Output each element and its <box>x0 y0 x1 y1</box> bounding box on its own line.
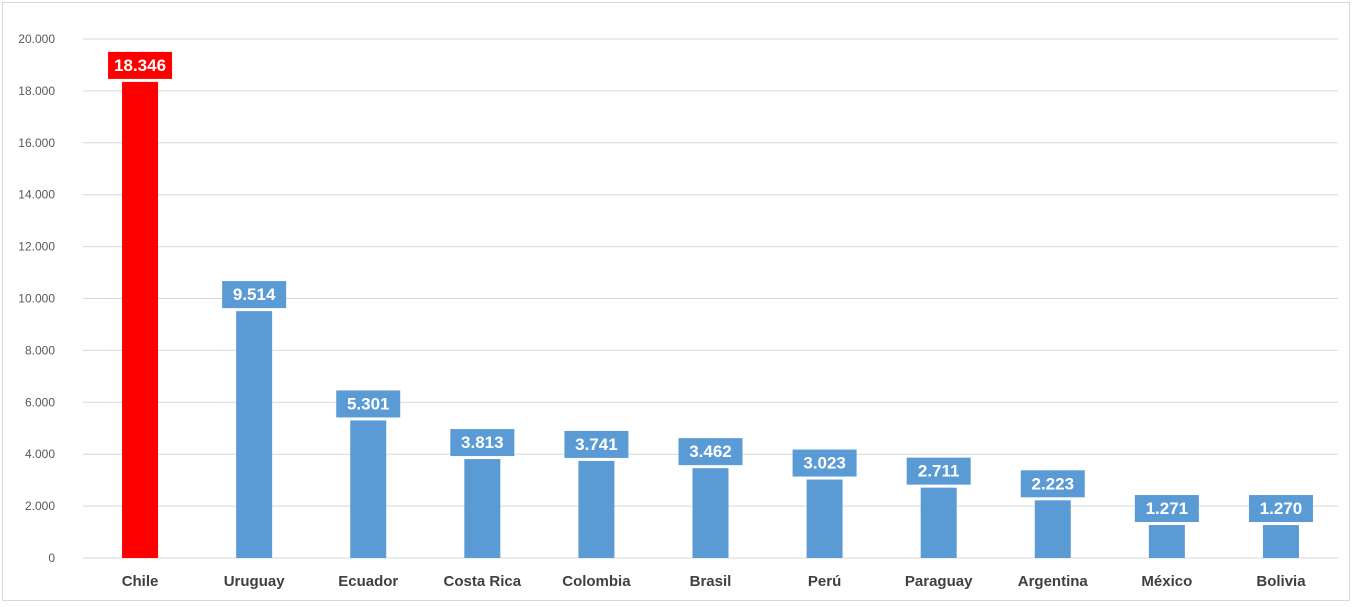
x-category-label: Brasil <box>690 573 732 590</box>
x-category-label: Uruguay <box>224 573 286 590</box>
bar-costa-rica <box>464 459 501 558</box>
data-label: 9.514 <box>233 285 276 304</box>
data-label: 2.711 <box>918 462 960 481</box>
data-label-box <box>1134 495 1199 523</box>
y-tick-label: 14.000 <box>18 188 55 202</box>
bar-uruguay <box>236 311 273 558</box>
data-label-box <box>108 51 173 79</box>
bar-perú <box>806 479 843 558</box>
bar-brasil <box>692 468 729 558</box>
y-tick-label: 10.000 <box>18 292 55 306</box>
data-label: 1.271 <box>1146 499 1189 518</box>
bars <box>122 81 1299 559</box>
data-label-box <box>1248 495 1313 523</box>
data-label: 2.223 <box>1031 474 1074 493</box>
data-label-box <box>336 390 401 418</box>
bar-ecuador <box>350 420 387 558</box>
data-label-box <box>792 449 857 477</box>
data-label-box <box>678 438 743 466</box>
data-label: 3.023 <box>803 454 846 473</box>
y-axis-tick-labels: 0 2.000 4.000 6.000 8.000 10.000 12.000 14.000 1… <box>18 32 55 565</box>
y-tick-label: 8.000 <box>25 343 55 357</box>
x-axis-category-labels: Chile Uruguay Ecuador Costa Rica Colombia Bra… <box>122 573 1306 590</box>
data-label: 3.741 <box>575 435 618 454</box>
data-label: 3.813 <box>461 433 504 452</box>
data-label: 3.462 <box>689 442 732 461</box>
bar-chart: 0 2.000 4.000 6.000 8.000 10.000 12.000 14.000 1… <box>18 32 1338 590</box>
y-tick-label: 16.000 <box>18 136 55 150</box>
data-label-box <box>564 430 629 458</box>
bar-chile <box>122 81 159 559</box>
y-tick-label: 4.000 <box>25 447 55 461</box>
data-label: 18.346 <box>114 56 166 75</box>
x-category-label: Ecuador <box>338 573 398 590</box>
x-category-label: Chile <box>122 573 159 590</box>
y-tick-label: 6.000 <box>25 395 55 409</box>
x-category-label: México <box>1141 573 1192 590</box>
data-label-box <box>222 281 287 309</box>
data-label: 5.301 <box>347 394 390 413</box>
bar-argentina <box>1034 500 1071 558</box>
data-labels: 18.346 9.514 5.301 3.813 3.741 3.462 3.023 2.71… <box>108 51 1313 523</box>
y-tick-label: 2.000 <box>25 499 55 513</box>
data-label-box <box>1020 470 1085 498</box>
x-category-label: Colombia <box>562 573 631 590</box>
y-tick-label: 20.000 <box>18 32 55 46</box>
x-category-label: Perú <box>808 573 841 590</box>
bar-colombia <box>578 460 615 558</box>
x-category-label: Bolivia <box>1256 573 1306 590</box>
x-category-label: Paraguay <box>905 573 973 590</box>
x-category-label: Costa Rica <box>444 573 522 590</box>
data-label-box <box>450 429 515 457</box>
data-label-box <box>906 457 971 485</box>
bar-paraguay <box>920 487 957 558</box>
x-category-label: Argentina <box>1018 573 1089 590</box>
bar-méxico <box>1148 525 1185 558</box>
gridlines <box>83 38 1338 559</box>
y-tick-label: 12.000 <box>18 240 55 254</box>
data-label: 1.270 <box>1260 499 1303 518</box>
y-tick-label: 0 <box>48 551 55 565</box>
y-tick-label: 18.000 <box>18 84 55 98</box>
bar-bolivia <box>1262 525 1299 558</box>
